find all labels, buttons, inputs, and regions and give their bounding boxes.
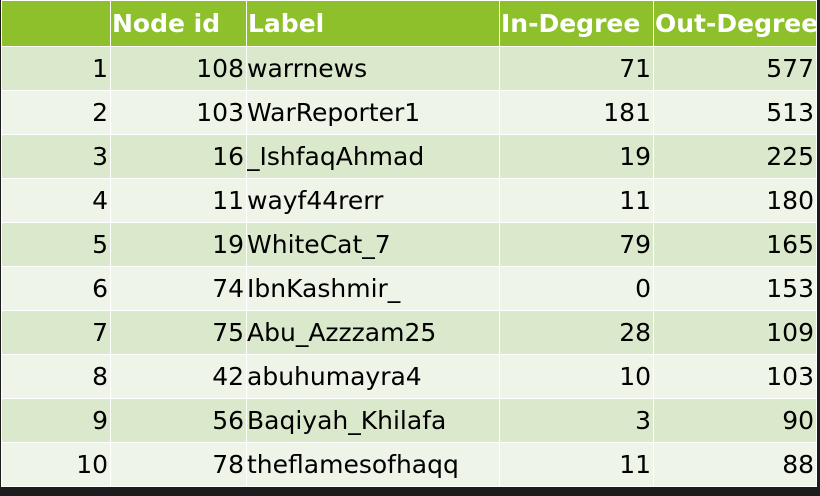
out-degree-cell: 225 [653, 134, 817, 179]
table-row: 4 11 wayf44rerr 11 180 [1, 178, 817, 223]
table-row: 2 103 WarReporter1 181 513 [1, 90, 817, 135]
in-degree-cell: 28 [499, 310, 654, 355]
table-row: 3 16 _IshfaqAhmad 19 225 [1, 134, 817, 179]
out-degree-cell: 513 [653, 90, 817, 135]
label-cell: _IshfaqAhmad [246, 134, 500, 179]
table-row: 5 19 WhiteCat_7 79 165 [1, 222, 817, 267]
in-degree-cell: 181 [499, 90, 654, 135]
rank-cell: 10 [1, 442, 111, 487]
label-cell: IbnKashmir_ [246, 266, 500, 311]
in-degree-cell: 10 [499, 354, 654, 399]
table-row: 9 56 Baqiyah_Khilafa 3 90 [1, 398, 817, 443]
in-degree-cell: 11 [499, 178, 654, 223]
table-row: 7 75 Abu_Azzzam25 28 109 [1, 310, 817, 355]
rank-cell: 7 [1, 310, 111, 355]
out-degree-cell: 90 [653, 398, 817, 443]
in-degree-cell: 3 [499, 398, 654, 443]
node-id-cell: 75 [110, 310, 247, 355]
column-header-label: Label [246, 0, 500, 47]
node-id-cell: 56 [110, 398, 247, 443]
out-degree-cell: 577 [653, 46, 817, 91]
rank-cell: 5 [1, 222, 111, 267]
out-degree-cell: 88 [653, 442, 817, 487]
node-id-cell: 16 [110, 134, 247, 179]
label-cell: Baqiyah_Khilafa [246, 398, 500, 443]
in-degree-cell: 19 [499, 134, 654, 179]
label-cell: warrnews [246, 46, 500, 91]
node-degree-table: Node id Label In-Degree Out-Degree 1 108… [1, 0, 817, 487]
node-id-cell: 103 [110, 90, 247, 135]
node-id-cell: 108 [110, 46, 247, 91]
label-cell: WarReporter1 [246, 90, 500, 135]
column-header-in-degree: In-Degree [499, 0, 654, 47]
out-degree-cell: 165 [653, 222, 817, 267]
in-degree-cell: 71 [499, 46, 654, 91]
node-id-cell: 78 [110, 442, 247, 487]
rank-cell: 4 [1, 178, 111, 223]
out-degree-cell: 103 [653, 354, 817, 399]
out-degree-cell: 109 [653, 310, 817, 355]
table-row: 1 108 warrnews 71 577 [1, 46, 817, 91]
table-container: Node id Label In-Degree Out-Degree 1 108… [1, 0, 817, 488]
rank-cell: 2 [1, 90, 111, 135]
label-cell: WhiteCat_7 [246, 222, 500, 267]
in-degree-cell: 79 [499, 222, 654, 267]
label-cell: wayf44rerr [246, 178, 500, 223]
node-id-cell: 19 [110, 222, 247, 267]
out-degree-cell: 153 [653, 266, 817, 311]
rank-cell: 9 [1, 398, 111, 443]
out-degree-cell: 180 [653, 178, 817, 223]
node-id-cell: 42 [110, 354, 247, 399]
in-degree-cell: 11 [499, 442, 654, 487]
table-row: 8 42 abuhumayra4 10 103 [1, 354, 817, 399]
node-id-cell: 11 [110, 178, 247, 223]
column-header-out-degree: Out-Degree [653, 0, 817, 47]
rank-cell: 8 [1, 354, 111, 399]
label-cell: abuhumayra4 [246, 354, 500, 399]
table-row: 10 78 theflamesofhaqq 11 88 [1, 442, 817, 487]
table-row: 6 74 IbnKashmir_ 0 153 [1, 266, 817, 311]
column-header-node-id: Node id [110, 0, 247, 47]
node-id-cell: 74 [110, 266, 247, 311]
label-cell: Abu_Azzzam25 [246, 310, 500, 355]
rank-cell: 1 [1, 46, 111, 91]
rank-cell: 3 [1, 134, 111, 179]
label-cell: theflamesofhaqq [246, 442, 500, 487]
rank-cell: 6 [1, 266, 111, 311]
in-degree-cell: 0 [499, 266, 654, 311]
header-row: Node id Label In-Degree Out-Degree [1, 0, 817, 47]
column-header-rank [1, 0, 111, 47]
